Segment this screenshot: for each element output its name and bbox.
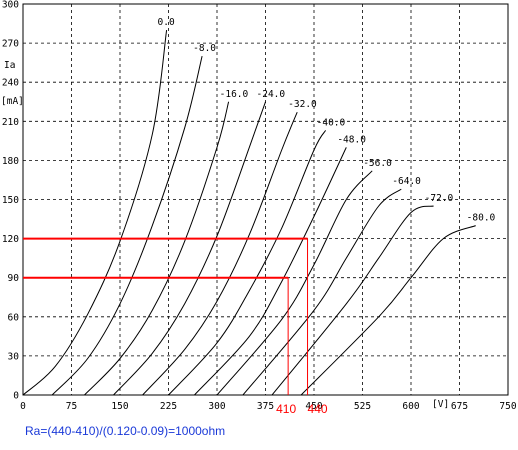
ra-formula: Ra=(440-410)/(0.120-0.09)=1000ohm (25, 424, 226, 438)
marker-label: 440 (308, 402, 328, 416)
y-tick-label: 180 (2, 156, 19, 167)
series-label: -8.0 (193, 43, 216, 54)
x-tick-label: 225 (160, 401, 177, 412)
x-tick-label: 0 (20, 401, 26, 412)
series-label: -16.0 (220, 89, 249, 100)
y-tick-label: 300 (2, 0, 19, 11)
load-markers: 410 440 (23, 237, 328, 416)
x-tick-label: 450 (305, 401, 322, 412)
x-tick-label: 750 (499, 401, 516, 412)
series-curves (22, 30, 476, 396)
x-tick-label: 300 (208, 401, 225, 412)
series-line (113, 101, 266, 396)
y-tick-label: 120 (2, 234, 19, 245)
y-tick-label: 210 (2, 117, 19, 128)
x-tick-label: 525 (354, 401, 371, 412)
series-line (84, 101, 230, 396)
y-tick-label: 0 (13, 391, 19, 402)
series-label: -24.0 (257, 89, 286, 100)
x-tick-label: 600 (402, 401, 419, 412)
y-tick-label: 60 (8, 312, 20, 323)
series-label: -56.0 (363, 158, 392, 169)
series-line (168, 130, 327, 396)
series-label: 0.0 (158, 17, 175, 28)
x-tick-label: 150 (111, 401, 128, 412)
marker-label: 410 (276, 402, 296, 416)
series-label: -48.0 (337, 134, 366, 145)
series-label: -64.0 (392, 176, 421, 187)
series-line (216, 170, 373, 396)
y-tick-label: 30 (8, 351, 20, 362)
x-tick-labels: 0 75 150 225 300 375 450 525 600 675 750 (20, 401, 517, 412)
series-line (51, 55, 203, 396)
series-labels: 0.0 -8.0 -16.0 -24.0-32.0-40.0 -48.0 -56.0-64… (158, 17, 496, 224)
y-tick-label: 270 (2, 39, 19, 50)
y-tick-labels: 0 30 60 90 120 150 180 210 240 270 300 (2, 0, 19, 402)
series-line (242, 188, 402, 396)
series-line (300, 225, 476, 396)
x-tick-label: 675 (451, 401, 468, 412)
y-tick-label: 90 (8, 273, 20, 284)
series-line (271, 205, 434, 396)
y-axis-label: Ia (4, 60, 15, 71)
x-axis-unit: [V] (432, 399, 449, 410)
series-line (22, 30, 168, 396)
plot-frame (22, 3, 509, 396)
series-label: -40.0 (317, 117, 346, 128)
series-label: -80.0 (467, 213, 496, 224)
series-line (194, 147, 347, 396)
y-tick-label: 150 (2, 195, 19, 206)
x-tick-label: 375 (257, 401, 274, 412)
series-label: -32.0 (288, 99, 317, 110)
y-axis-unit: [mA] (1, 96, 24, 107)
x-tick-label: 75 (66, 401, 77, 412)
series-line (142, 112, 298, 396)
series-label: -72.0 (425, 193, 454, 204)
y-tick-label: 240 (2, 78, 19, 89)
